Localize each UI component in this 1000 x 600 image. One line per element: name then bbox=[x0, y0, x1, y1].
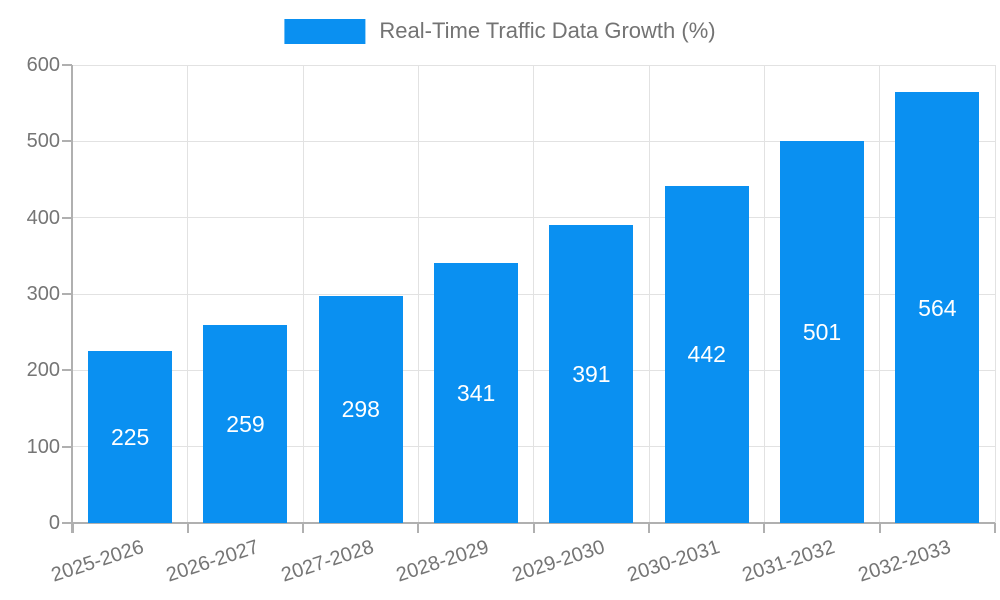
y-tick-label: 200 bbox=[26, 359, 60, 382]
bar bbox=[549, 224, 634, 523]
x-axis-tick bbox=[532, 523, 535, 533]
bar bbox=[895, 92, 980, 523]
y-axis-tick bbox=[62, 369, 72, 372]
y-tick-label: 600 bbox=[26, 54, 60, 76]
x-tick-label: 2028-2029 bbox=[394, 536, 492, 587]
x-gridline bbox=[879, 65, 881, 523]
x-gridline bbox=[648, 65, 650, 523]
x-axis-tick bbox=[648, 523, 651, 533]
x-gridline bbox=[533, 65, 535, 523]
y-tick-label: 400 bbox=[26, 206, 60, 229]
x-axis-line bbox=[71, 522, 995, 524]
bar bbox=[780, 140, 865, 523]
bar bbox=[664, 185, 749, 523]
legend-label: Real-Time Traffic Data Growth (%) bbox=[379, 18, 716, 43]
bar-value-label: 298 bbox=[341, 396, 380, 423]
x-tick-label: 2030-2031 bbox=[624, 536, 723, 587]
y-axis-line bbox=[71, 65, 73, 533]
x-axis-tick bbox=[302, 523, 305, 533]
x-tick-label: 2031-2032 bbox=[740, 536, 838, 587]
y-axis-tick bbox=[62, 293, 72, 295]
legend-swatch bbox=[284, 18, 366, 44]
y-axis-tick bbox=[62, 64, 72, 66]
y-axis-tick bbox=[62, 522, 72, 524]
y-axis-tick bbox=[62, 216, 72, 219]
x-tick-label: 2027-2028 bbox=[278, 536, 377, 587]
x-tick-label: 2025-2026 bbox=[48, 536, 146, 587]
bar-value-label: 341 bbox=[456, 379, 496, 406]
x-axis-tick bbox=[763, 523, 766, 533]
x-tick-label: 2026-2027 bbox=[163, 536, 262, 587]
x-gridline bbox=[187, 65, 189, 523]
bar-value-label: 442 bbox=[687, 341, 726, 368]
bar bbox=[88, 351, 173, 523]
y-tick-label: 0 bbox=[48, 512, 60, 534]
x-gridline bbox=[417, 65, 419, 523]
bar-value-label: 501 bbox=[802, 318, 842, 345]
x-gridline bbox=[763, 65, 765, 523]
legend: Real-Time Traffic Data Growth (%) bbox=[284, 18, 716, 44]
x-gridline bbox=[302, 65, 304, 523]
y-tick-label: 100 bbox=[26, 435, 60, 458]
bar-value-label: 225 bbox=[110, 424, 150, 451]
bar bbox=[318, 295, 403, 523]
x-tick-label: 2032-2033 bbox=[855, 536, 954, 587]
y-tick-label: 500 bbox=[26, 130, 60, 153]
bar bbox=[203, 325, 288, 523]
x-axis-tick bbox=[417, 523, 420, 533]
x-gridline bbox=[994, 65, 996, 523]
bar-value-label: 564 bbox=[918, 294, 957, 321]
bar-value-label: 259 bbox=[226, 411, 265, 438]
x-axis-tick bbox=[878, 523, 881, 533]
x-axis-tick bbox=[186, 523, 189, 533]
y-axis-tick bbox=[62, 445, 72, 448]
y-axis-tick bbox=[62, 140, 72, 143]
bar bbox=[434, 262, 519, 523]
bar-value-label: 391 bbox=[572, 360, 611, 387]
x-tick-label: 2029-2030 bbox=[509, 536, 608, 587]
y-tick-label: 300 bbox=[26, 283, 60, 305]
x-axis-tick bbox=[994, 523, 996, 533]
